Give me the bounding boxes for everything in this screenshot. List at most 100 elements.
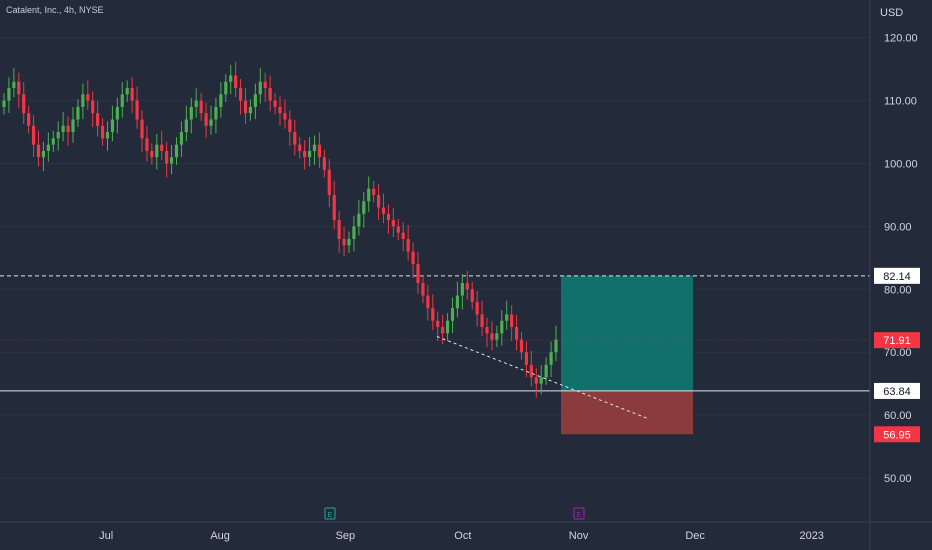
candle	[534, 368, 538, 398]
candle-body	[514, 327, 519, 340]
candle-body	[298, 144, 302, 151]
candle	[411, 242, 415, 278]
candle	[229, 64, 233, 95]
loss-zone[interactable]	[561, 390, 693, 435]
candle	[465, 270, 469, 300]
candle-body	[248, 106, 253, 114]
candle	[386, 204, 391, 234]
candle	[17, 72, 21, 109]
candle	[426, 284, 430, 321]
candle-body	[475, 301, 479, 315]
candle-body	[66, 125, 70, 133]
candle-body	[2, 100, 6, 107]
trendline[interactable]	[436, 336, 648, 419]
profit-zone[interactable]	[561, 275, 693, 391]
candle	[455, 281, 460, 318]
candle-body	[204, 113, 208, 126]
candle-body	[263, 81, 267, 89]
candle	[539, 365, 543, 395]
candle-body	[199, 100, 203, 114]
candle	[2, 93, 6, 115]
candle-body	[96, 113, 100, 126]
candle-body	[312, 144, 317, 151]
candle	[169, 144, 174, 175]
candle	[258, 67, 262, 104]
candle-body	[337, 220, 341, 239]
candle	[268, 75, 272, 112]
candle-body	[273, 100, 277, 107]
candle-body	[125, 88, 129, 95]
candle-body	[214, 106, 218, 120]
candle-body	[91, 100, 95, 114]
candle	[372, 181, 376, 203]
earnings-event-label: E	[328, 512, 333, 519]
candle-body	[194, 100, 198, 107]
x-tick-label: Dec	[685, 530, 705, 542]
candle	[337, 211, 341, 253]
candle	[421, 275, 425, 304]
candle	[36, 130, 41, 167]
candle	[307, 137, 312, 167]
candle	[514, 314, 519, 351]
earnings-event-label: E	[577, 512, 582, 519]
candle	[480, 300, 484, 337]
candle	[470, 281, 474, 310]
candle-body	[510, 314, 514, 328]
candle-body	[450, 308, 455, 321]
candle-body	[51, 138, 55, 145]
candle-body	[421, 283, 425, 296]
last-price-badge-label: 71.91	[883, 335, 911, 347]
y-tick-label: 110.00	[884, 96, 917, 108]
candle-body	[12, 81, 16, 89]
candle-body	[61, 125, 65, 133]
candle	[495, 325, 499, 348]
y-tick-label: 60.00	[884, 410, 912, 422]
candle-body	[229, 75, 233, 82]
candle	[436, 311, 440, 341]
y-tick-label: 90.00	[884, 221, 912, 233]
candle-body	[391, 220, 395, 227]
candle-body	[17, 81, 21, 95]
candle	[204, 102, 208, 139]
candle	[391, 207, 395, 238]
stop-price-badge: 56.95	[874, 426, 920, 443]
candle-body	[253, 94, 257, 107]
earnings-event-box	[324, 507, 336, 520]
x-tick-label: Oct	[454, 530, 471, 542]
candles	[2, 61, 558, 398]
candle	[135, 86, 139, 129]
candle	[273, 93, 277, 115]
candle-body	[224, 81, 228, 95]
price-levels	[0, 275, 870, 392]
candle-body	[160, 144, 164, 151]
position-zones	[561, 275, 693, 435]
entry-price-badge-label: 63.84	[883, 386, 911, 398]
candle	[519, 332, 524, 360]
y-tick-label: 50.00	[884, 473, 912, 485]
y-tick-label: 120.00	[884, 33, 918, 45]
earnings-event-box	[573, 507, 585, 520]
target-price-badge-bg	[874, 267, 920, 284]
candle	[500, 310, 504, 346]
candle-body	[293, 132, 297, 145]
candle-body	[455, 295, 460, 309]
candle	[298, 137, 302, 159]
candle-body	[120, 94, 124, 107]
candle-body	[174, 144, 179, 158]
target-price-badge-label: 82.14	[883, 271, 911, 283]
candle-body	[189, 106, 193, 120]
candle-body	[36, 144, 41, 158]
candle	[549, 341, 553, 378]
candle-body	[105, 132, 110, 139]
earnings-event-marker[interactable]: E	[324, 507, 336, 520]
candle	[362, 192, 366, 228]
candle	[303, 140, 307, 170]
candle	[401, 222, 405, 252]
candle	[140, 110, 144, 153]
earnings-event-marker[interactable]: E	[573, 507, 585, 520]
candle	[224, 74, 228, 102]
candle	[381, 193, 386, 223]
candle-body	[7, 88, 11, 101]
candle-body	[27, 113, 31, 126]
